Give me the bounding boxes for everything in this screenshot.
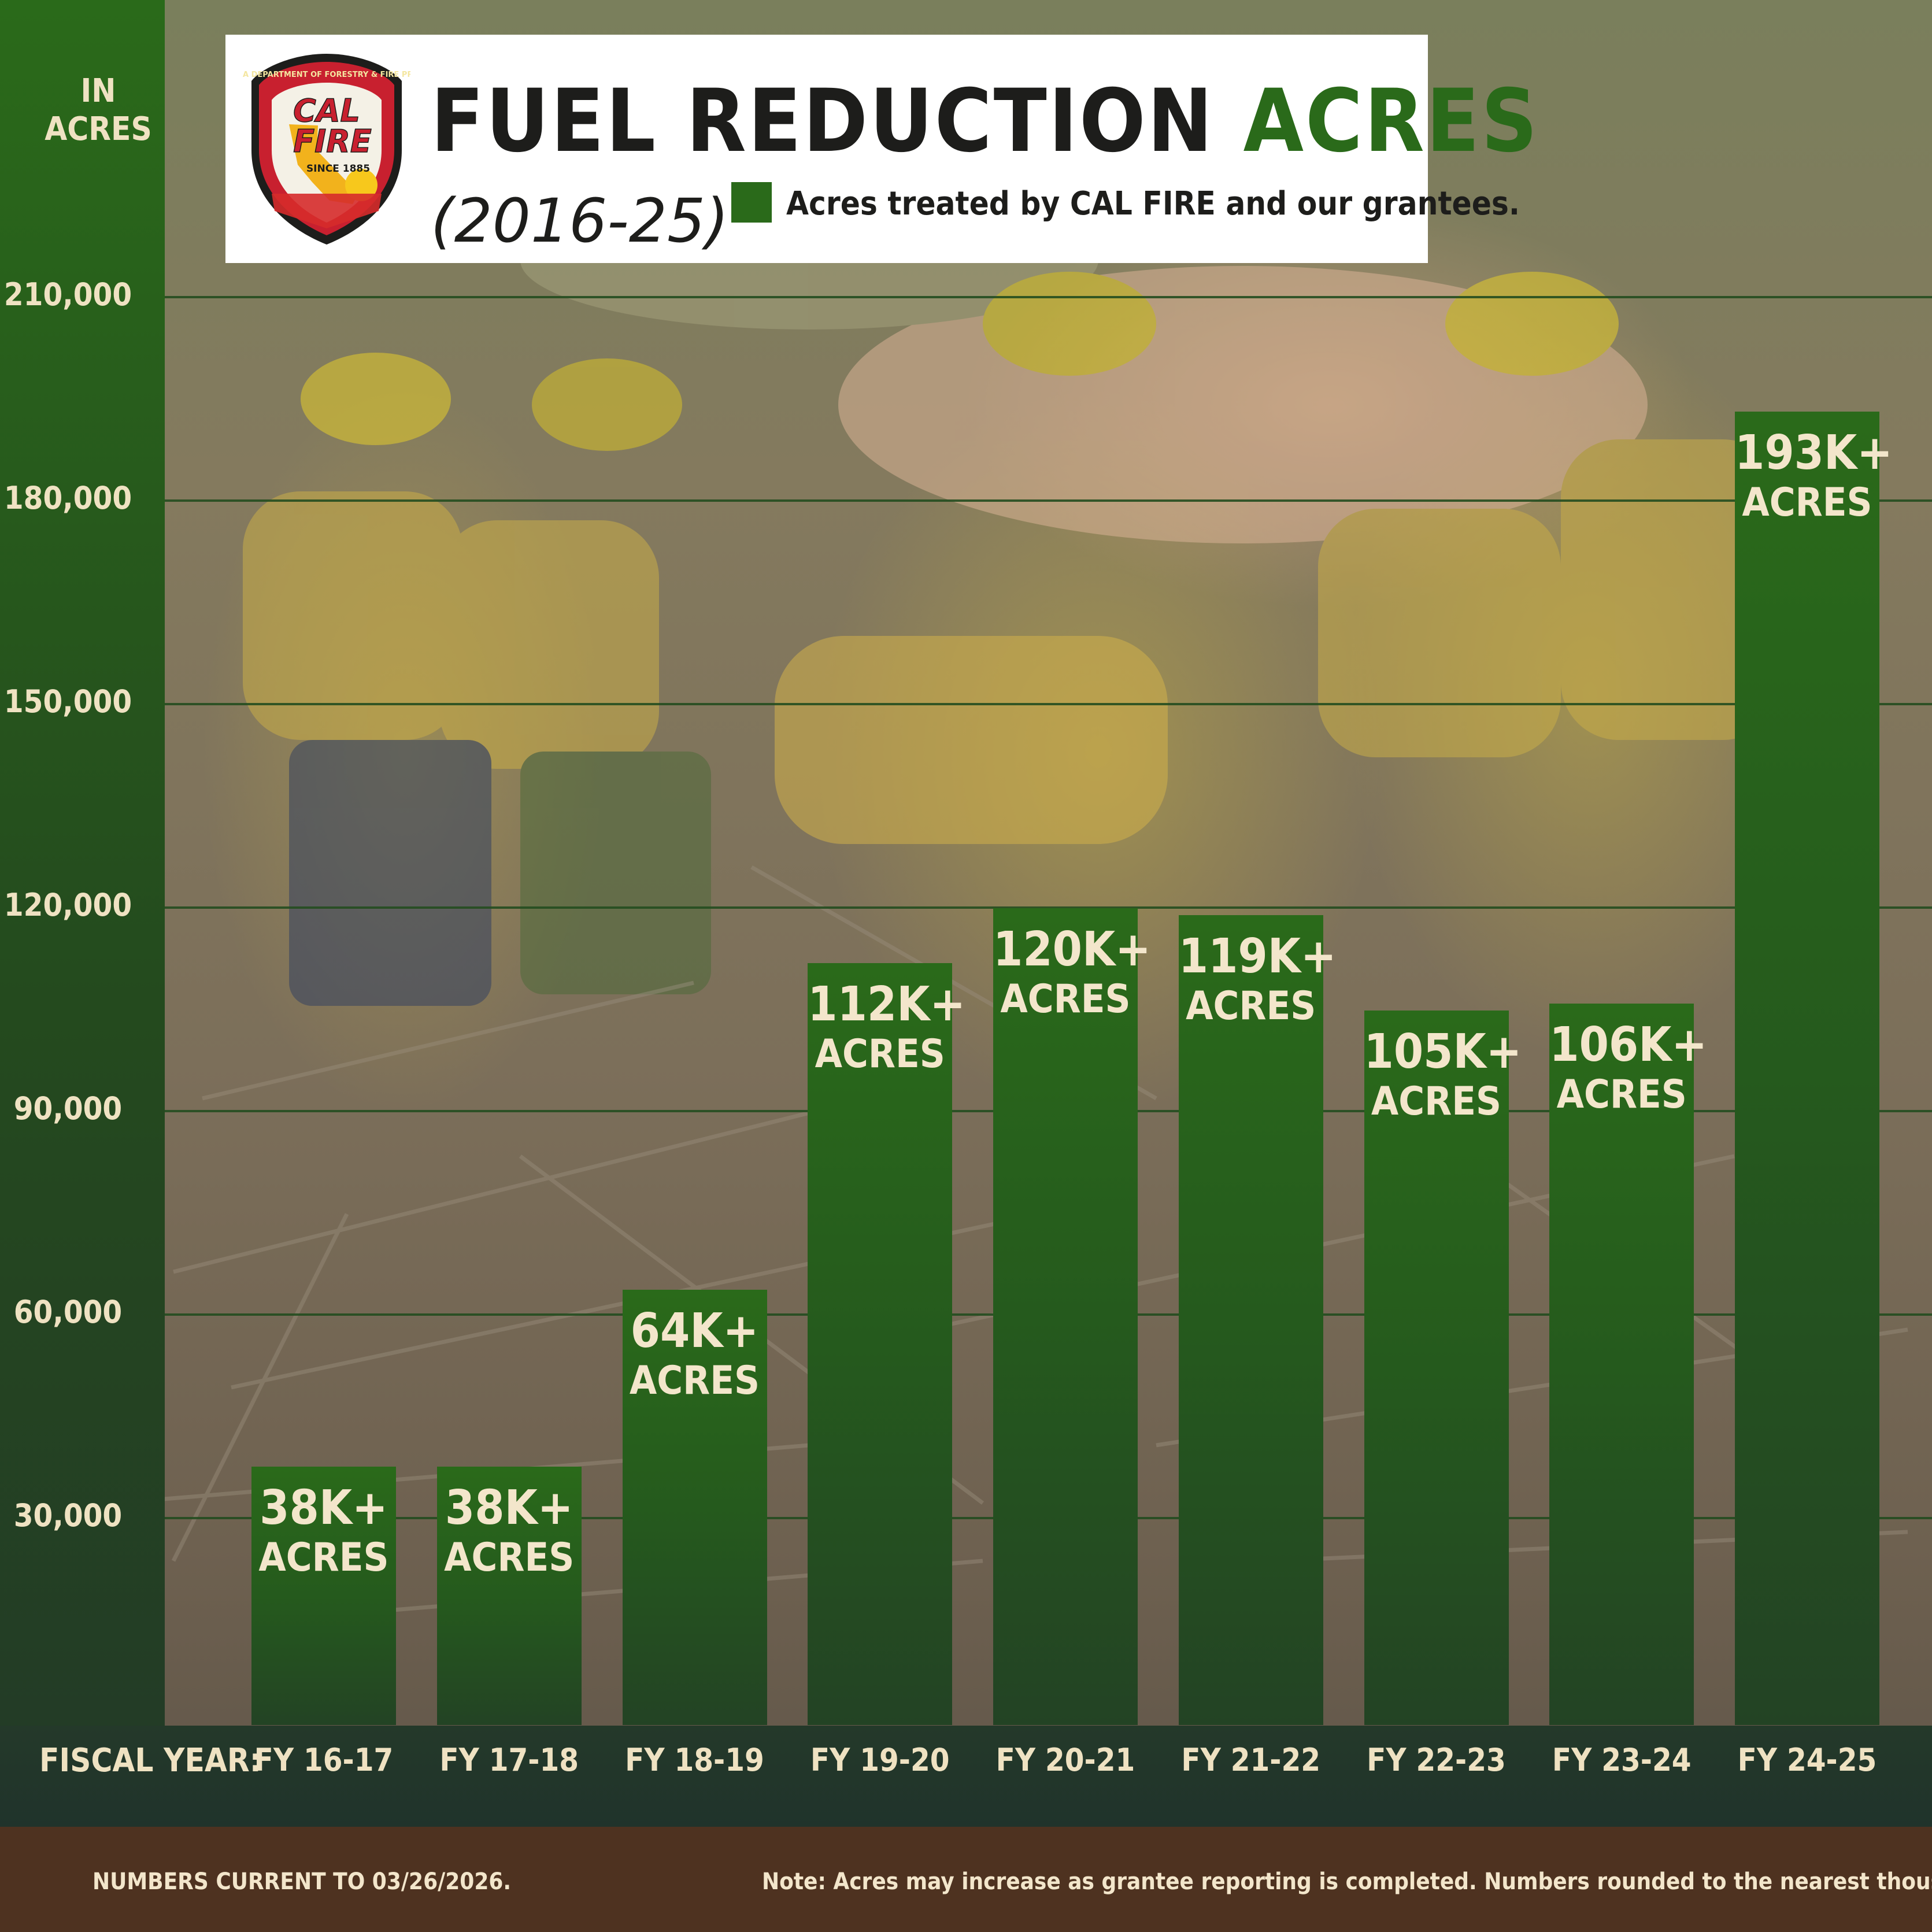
y-axis-unit-line1: IN — [80, 72, 116, 110]
bar-fy-22-23 — [1364, 1011, 1509, 1725]
bar-fy-24-25 — [1735, 412, 1879, 1725]
title-accent: ACRES — [1243, 71, 1539, 172]
footer-date: NUMBERS CURRENT TO 03/26/2026. — [92, 1868, 512, 1895]
bar-fy-23-24 — [1549, 1004, 1694, 1725]
y-tick-label: 150,000 — [3, 683, 132, 720]
x-axis-band — [0, 1726, 1932, 1827]
bar-data-unit: ACRES — [815, 1031, 945, 1077]
bar-data-label: 193K+ — [1735, 425, 1893, 481]
logo-since: SINCE 1885 — [306, 163, 370, 175]
legend-label: Acres treated by CAL FIRE and our grante… — [786, 185, 1520, 223]
bar-fy-18-19 — [622, 1289, 767, 1725]
bar-data-unit: ACRES — [629, 1357, 760, 1404]
x-axis-title: FISCAL YEAR: — [39, 1742, 261, 1779]
bar-fy-16-17 — [251, 1466, 396, 1725]
x-tick-label: FY 21-22 — [1181, 1742, 1321, 1778]
footer-note: Note: Acres may increase as grantee repo… — [762, 1868, 1932, 1895]
x-tick-label: FY 16-17 — [254, 1742, 394, 1778]
bar-fy-19-20 — [808, 963, 953, 1725]
bar-data-unit: ACRES — [258, 1534, 389, 1581]
y-tick-label: 120,000 — [3, 887, 132, 923]
logo-text-cal: CAL — [293, 92, 360, 129]
logo-text-fire: FIRE — [293, 123, 372, 160]
y-tick-label: 210,000 — [3, 276, 132, 313]
y-tick-label: 60,000 — [13, 1294, 123, 1330]
bar-data-label: 120K+ — [993, 922, 1151, 978]
gridline — [165, 703, 1932, 705]
x-tick-label: FY 17-18 — [439, 1742, 579, 1778]
bar-data-unit: ACRES — [1742, 480, 1872, 526]
bar-data-label: 106K+ — [1549, 1017, 1708, 1073]
page-title: FUEL REDUCTION ACRES — [431, 69, 1539, 173]
y-axis-unit-line2: ACRES — [45, 110, 152, 148]
bar-data-unit: ACRES — [1000, 976, 1131, 1023]
x-tick-label: FY 23-24 — [1552, 1742, 1692, 1778]
subtitle: (2016-25) — [431, 186, 729, 256]
bar-fy-17-18 — [436, 1466, 582, 1725]
bar-fy-20-21 — [993, 908, 1138, 1725]
footer — [0, 1827, 1932, 1932]
bar-data-unit: ACRES — [1556, 1072, 1687, 1118]
bar-data-unit: ACRES — [444, 1534, 575, 1581]
bar-fy-21-22 — [1178, 915, 1323, 1725]
title-box: CALIFORNIA DEPARTMENT OF FORESTRY & FIRE… — [225, 35, 1537, 263]
x-tick-label: FY 18-19 — [625, 1742, 764, 1778]
bar-data-unit: ACRES — [1371, 1079, 1502, 1124]
bar-data-label: 38K+ — [445, 1480, 573, 1535]
x-tick-label: FY 19-20 — [810, 1742, 950, 1778]
gridline — [165, 296, 1932, 298]
bar-data-label: 105K+ — [1364, 1024, 1522, 1079]
x-tick-label: FY 22-23 — [1367, 1742, 1506, 1778]
x-tick-label: FY 20-21 — [995, 1742, 1135, 1778]
bar-data-label: 64K+ — [630, 1303, 759, 1359]
y-tick-label: 180,000 — [3, 480, 132, 516]
bar-data-unit: ACRES — [1186, 983, 1316, 1030]
legend-swatch — [731, 182, 772, 223]
gridline — [165, 499, 1932, 502]
bar-data-label: 119K+ — [1178, 929, 1337, 984]
y-tick-label: 90,000 — [13, 1090, 123, 1127]
y-axis-unit-label: IN ACRES — [0, 72, 197, 149]
y-tick-label: 30,000 — [13, 1497, 123, 1534]
title-main: FUEL REDUCTION — [431, 71, 1215, 172]
bar-data-label: 112K+ — [808, 976, 966, 1032]
x-tick-label: FY 24-25 — [1737, 1742, 1877, 1778]
cal-fire-logo: CALIFORNIA DEPARTMENT OF FORESTRY & FIRE… — [243, 54, 410, 245]
bar-data-label: 38K+ — [260, 1480, 388, 1535]
logo-arc-text: CALIFORNIA DEPARTMENT OF FORESTRY & FIRE… — [243, 71, 410, 79]
y-axis-panel — [0, 0, 165, 1827]
gridline — [165, 906, 1932, 909]
